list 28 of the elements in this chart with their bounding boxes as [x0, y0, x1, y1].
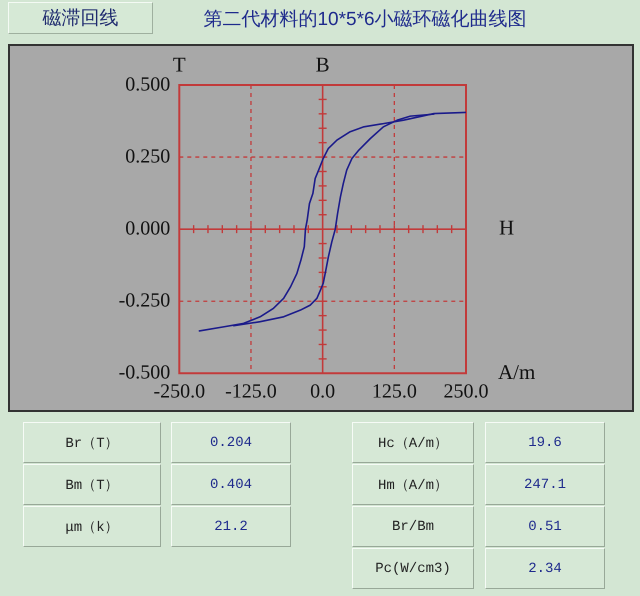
y-tick-label: 0.000 [125, 217, 170, 240]
readout-field: Br（T） [23, 422, 161, 463]
readout-field: μm（k） [23, 506, 161, 547]
readout-field: 0.404 [171, 464, 291, 505]
x-tick-label: -125.0 [225, 380, 277, 403]
readout-field: 0.204 [171, 422, 291, 463]
y-tick-label: 0.500 [125, 73, 170, 96]
x-tick-label: 0.0 [310, 380, 336, 403]
y-axis-title: T [172, 52, 186, 77]
x-tick-label: 250.0 [444, 380, 488, 403]
x-tick-label: 125.0 [372, 380, 417, 403]
x-axis-title: A/m [498, 360, 536, 384]
readout-field: Hc（A/m） [352, 422, 474, 463]
readout-field: 0.51 [485, 506, 605, 547]
readout-field: Hm（A/m） [352, 464, 474, 505]
chart-subtitle: 磁滞回线 [42, 7, 118, 31]
y-tick-label: -0.250 [118, 289, 170, 312]
readout-field: 247.1 [485, 464, 605, 505]
readout-field: 2.34 [485, 548, 605, 589]
text: B [316, 52, 330, 77]
readout-field: Br/Bm [352, 506, 474, 547]
readout-field: 21.2 [171, 506, 291, 547]
readout-field: 19.6 [485, 422, 605, 463]
y-tick-label: 0.250 [125, 145, 170, 168]
chart-title: 第二代材料的10*5*6小磁环磁化曲线图 [202, 8, 528, 32]
readout-field: Bm（T） [23, 464, 161, 505]
readout-field: Pc(W/cm3) [352, 548, 474, 589]
text: H [499, 216, 514, 240]
